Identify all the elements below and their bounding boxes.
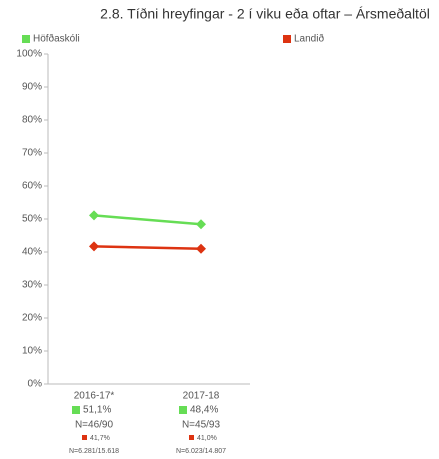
point-marker xyxy=(89,241,99,252)
y-tick-label: 40% xyxy=(22,247,42,258)
value-swatch xyxy=(72,406,80,414)
point-marker xyxy=(196,219,206,230)
legend-label: Landið xyxy=(294,33,324,45)
chart-title: 2.8. Tíðni hreyfingar - 2 í viku eða oft… xyxy=(100,6,430,22)
n-label: N=45/93 xyxy=(182,420,221,431)
value-swatch xyxy=(82,435,87,440)
y-tick-label: 30% xyxy=(22,280,42,291)
y-tick-label: 50% xyxy=(22,214,42,225)
x-tick-label: 2016-17* xyxy=(74,391,115,402)
point-marker xyxy=(89,210,99,221)
y-tick-label: 80% xyxy=(22,115,42,126)
legend-label: Höfðaskóli xyxy=(33,33,80,45)
point-marker xyxy=(196,243,206,254)
y-tick-label: 70% xyxy=(22,148,42,159)
y-tick-label: 0% xyxy=(28,379,43,390)
series-line xyxy=(93,214,202,226)
legend-swatch xyxy=(22,35,30,43)
value-label: 48,4% xyxy=(190,405,218,416)
legend-swatch xyxy=(283,35,291,43)
value-label: 41,0% xyxy=(197,435,217,442)
y-tick-label: 90% xyxy=(22,82,42,93)
y-tick-label: 100% xyxy=(16,49,42,60)
y-tick-label: 20% xyxy=(22,313,42,324)
y-tick-label: 10% xyxy=(22,346,42,357)
n-label: N=6.281/15.618 xyxy=(69,448,119,455)
x-tick-label: 2017-18 xyxy=(183,391,220,402)
value-label: 41,7% xyxy=(90,435,110,442)
n-label: N=46/90 xyxy=(75,420,114,431)
series-line xyxy=(93,245,202,250)
y-tick-label: 60% xyxy=(22,181,42,192)
value-swatch xyxy=(179,406,187,414)
value-label: 51,1% xyxy=(83,405,111,416)
value-swatch xyxy=(189,435,194,440)
n-label: N=6.023/14.807 xyxy=(176,448,226,455)
